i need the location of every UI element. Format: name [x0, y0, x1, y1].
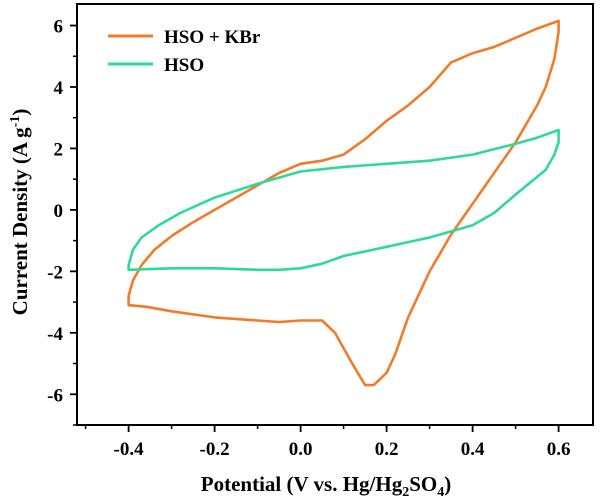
x-tick-label: -0.4 — [114, 439, 145, 460]
x-axis-title-part: ) — [444, 472, 451, 496]
x-tick-label: -0.2 — [200, 439, 230, 460]
series-line-hso-kbr — [127, 19, 560, 387]
y-tick-label: 2 — [54, 139, 64, 160]
y-axis-title-part: ) — [8, 109, 32, 116]
y-tick-label: 0 — [54, 201, 64, 222]
y-axis-title: Current Density (A g-1) — [8, 109, 32, 316]
x-axis-title-part: SO — [409, 472, 437, 496]
y-tick-label: -4 — [47, 324, 63, 345]
y-tick-label: 4 — [54, 78, 64, 99]
x-axis-title-part: Potential (V vs. Hg/Hg — [201, 472, 403, 496]
x-axis-title: Potential (V vs. Hg/Hg2SO4) — [201, 472, 451, 500]
x-tick-label: 0.2 — [375, 439, 399, 460]
x-tick-label: 0.4 — [461, 439, 485, 460]
legend-label: HSO + KBr — [164, 27, 261, 48]
x-axis-title-subscript: 4 — [437, 485, 444, 500]
legend-label: HSO — [164, 55, 204, 76]
series-line-hso — [127, 128, 560, 272]
plot-frame — [76, 3, 594, 426]
x-tick-label: 0.6 — [547, 439, 571, 460]
y-axis-title-superscript: -1 — [8, 116, 23, 128]
y-tick-label: 6 — [54, 17, 64, 38]
y-tick-label: -6 — [47, 385, 63, 406]
y-tick-label: -2 — [47, 262, 63, 283]
x-axis-title-subscript: 2 — [402, 485, 409, 500]
x-tick-label: 0.0 — [289, 439, 313, 460]
y-axis-title-part: Current Density (A g — [8, 127, 32, 316]
